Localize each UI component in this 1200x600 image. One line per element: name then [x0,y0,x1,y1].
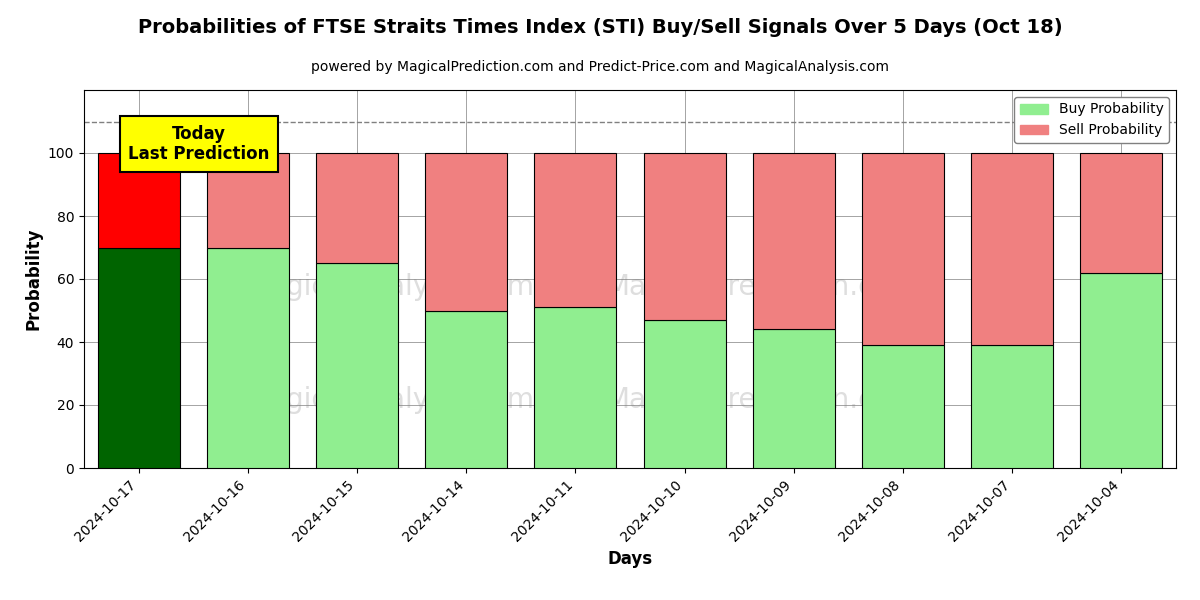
Text: MagicalPrediction.com: MagicalPrediction.com [605,386,917,414]
Bar [752,153,835,329]
Bar [971,345,1054,468]
Bar [97,247,180,468]
Bar [534,153,617,307]
Bar [862,345,944,468]
X-axis label: Days: Days [607,550,653,568]
Bar [316,153,398,263]
Bar [643,153,726,320]
Bar [316,263,398,468]
Bar [425,153,508,311]
Y-axis label: Probability: Probability [24,228,42,330]
Legend: Buy Probability, Sell Probability: Buy Probability, Sell Probability [1014,97,1169,143]
Bar [425,311,508,468]
Text: MagicalPrediction.com: MagicalPrediction.com [605,272,917,301]
Bar [206,247,289,468]
Bar [206,153,289,247]
Bar [97,153,180,247]
Text: MagicalAnalysis.com: MagicalAnalysis.com [245,272,534,301]
Text: Today
Last Prediction: Today Last Prediction [128,125,269,163]
Text: powered by MagicalPrediction.com and Predict-Price.com and MagicalAnalysis.com: powered by MagicalPrediction.com and Pre… [311,60,889,74]
Bar [971,153,1054,345]
Bar [1080,272,1163,468]
Bar [643,320,726,468]
Bar [752,329,835,468]
Bar [534,307,617,468]
Text: Probabilities of FTSE Straits Times Index (STI) Buy/Sell Signals Over 5 Days (Oc: Probabilities of FTSE Straits Times Inde… [138,18,1062,37]
Bar [862,153,944,345]
Bar [1080,153,1163,272]
Text: MagicalAnalysis.com: MagicalAnalysis.com [245,386,534,414]
